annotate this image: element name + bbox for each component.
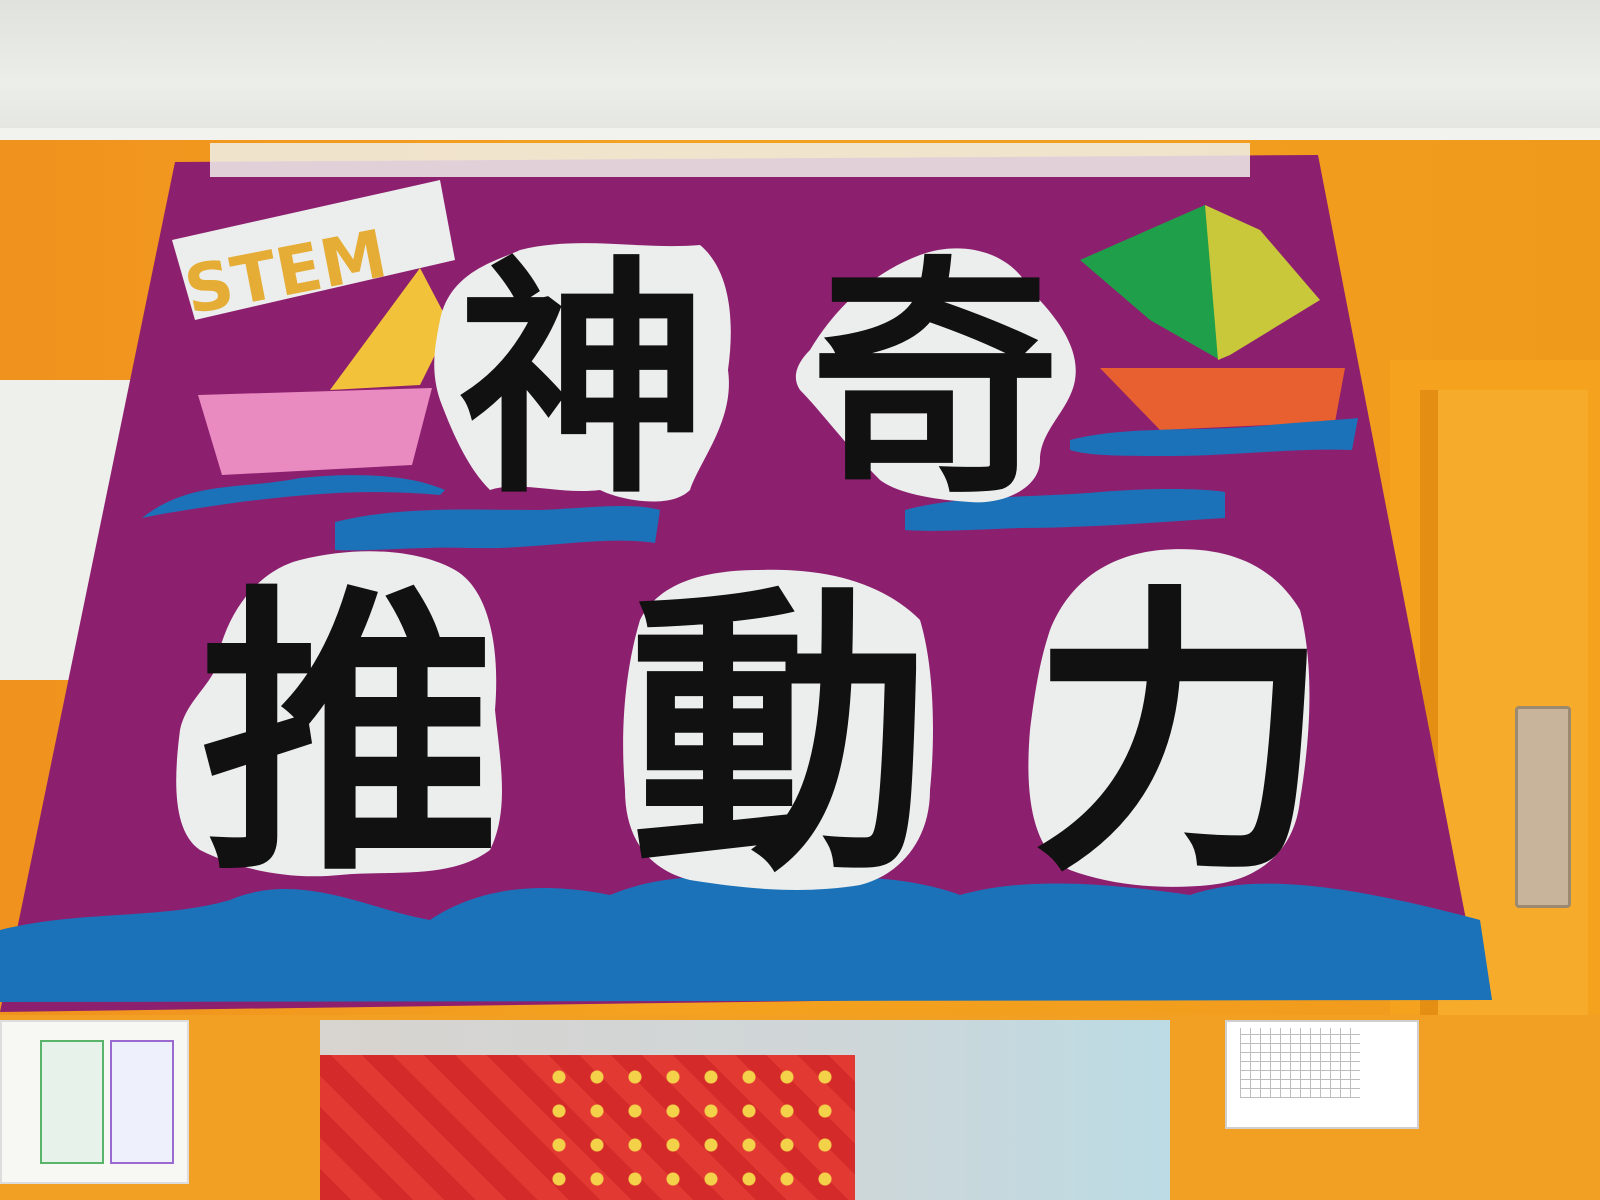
masking-tape [210, 143, 1250, 177]
right-boat-hull [1100, 368, 1345, 430]
curtain-pattern [540, 1060, 850, 1200]
door-hinge [1515, 706, 1571, 908]
char-card-qi [795, 248, 1076, 503]
left-boat-sail [330, 268, 450, 390]
right-boat-sail-green [1080, 205, 1220, 360]
right-boat-wave [1070, 418, 1358, 456]
left-boat-wave [142, 475, 445, 518]
char-card-dong [623, 569, 933, 890]
stem-banner: STEM 神 奇 推 動 力 [0, 155, 1492, 1012]
title-char-5: 力 [1030, 562, 1330, 911]
ceiling-trim [0, 128, 1600, 142]
title-char-3: 推 [200, 562, 500, 911]
ceiling [0, 0, 1600, 140]
left-boat-hull [198, 388, 432, 475]
bottom-wave [0, 876, 1492, 1002]
title-char-1: 神 [458, 236, 708, 527]
right-boat-sail-yellow [1205, 205, 1320, 360]
title-char-4: 動 [630, 562, 930, 911]
char-card-tui [176, 551, 502, 877]
display-sheet [110, 1040, 174, 1164]
stem-badge-card [172, 180, 455, 320]
display-sheet [40, 1040, 104, 1164]
char-card-li [1028, 549, 1310, 887]
notice-table [1240, 1028, 1360, 1098]
char-card-shen [434, 243, 731, 502]
left-boat-wave-2 [335, 505, 660, 551]
title-char-2: 奇 [810, 236, 1060, 527]
